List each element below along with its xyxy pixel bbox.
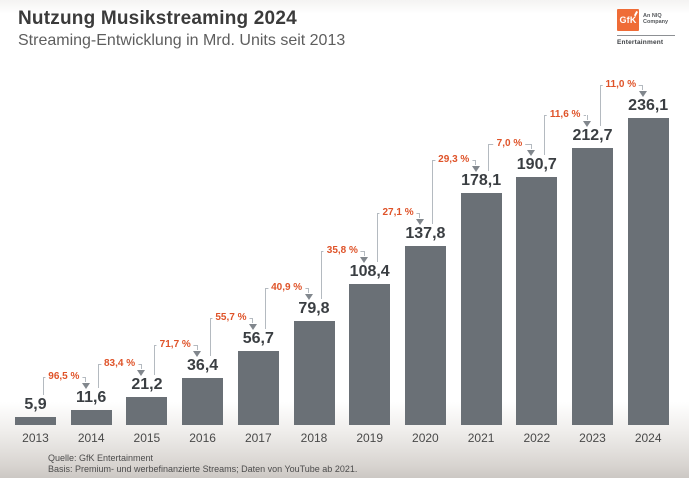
x-axis-year-label: 2018 [300,431,328,445]
connector-vertical [265,288,267,330]
x-axis-year-label: 2021 [467,431,495,445]
connector-stem [642,85,644,91]
gfk-logo-row: GfK An NIQ Company [617,9,679,31]
connector-vertical [432,160,434,224]
arrow-down-icon [415,218,424,225]
bar-value-label: 236,1 [628,97,669,115]
connector-vertical [376,212,378,263]
arrow-down-icon [193,350,202,357]
bar-value-label: 108,4 [349,263,390,281]
x-axis-year-label: 2016 [189,431,216,445]
growth-percent-label: 40,9 % [268,282,306,295]
bar-value-label: 212,7 [572,127,613,145]
bar [349,284,391,425]
bar-value-label: 36,4 [187,356,219,374]
bar [237,351,279,425]
growth-percent-label: 35,8 % [323,245,361,258]
bar-value-label: 56,7 [242,330,274,348]
x-axis-year-label: 2024 [634,431,662,445]
connector-stem [586,115,588,121]
connector-stem [252,318,254,324]
arrow-down-icon [81,382,90,389]
basis-line: Basis: Premium- und werbefinanzierte Str… [48,464,358,474]
connector-vertical [599,85,601,127]
connector-vertical [42,376,44,396]
connector-vertical [153,344,155,376]
footer: Quelle: GfK Entertainment Basis: Premium… [48,453,357,475]
page-subtitle: Streaming-Entwicklung in Mrd. Units seit… [18,32,346,49]
arrow-down-icon [360,257,369,264]
bar-value-label: 11,6 [76,388,107,406]
growth-percent-label: 11,6 % [546,109,584,122]
connector-stem [85,376,87,382]
bar-value-label: 137,8 [405,224,446,242]
bar-value-label: 5,9 [24,396,47,414]
connector-vertical [321,251,322,300]
connector-vertical [488,144,490,172]
arrow-down-icon [583,121,591,128]
connector-vertical [543,115,545,156]
header: Nutzung Musikstreaming 2024 Streaming-En… [18,8,345,50]
bar [572,148,613,425]
gfk-logo-text: GfK [619,15,637,25]
growth-percent-label: 7,0 % [493,138,526,151]
connector-stem [308,288,309,294]
growth-percent-label: 83,4 % [100,358,139,371]
gfk-logo: GfK An NIQ Company Entertainment [617,9,679,46]
logo-tagline: An NIQ Company [643,13,669,25]
x-axis-year-label: 2022 [523,431,551,445]
bar [460,193,502,425]
bar [293,321,335,425]
connector-vertical [98,364,100,388]
arrow-down-icon [638,91,647,98]
connector-stem [475,160,477,166]
bar [70,409,112,425]
connector-vertical [209,318,211,356]
arrow-down-icon [471,166,480,173]
growth-percent-label: 29,3 % [435,154,473,167]
bar [516,177,558,425]
connector-stem [363,251,365,257]
connector-stem [196,344,198,350]
arrow-down-icon [137,370,146,377]
growth-percent-label: 96,5 % [45,370,83,383]
x-axis-year-label: 2020 [412,431,439,445]
x-axis-year-label: 2015 [133,431,161,445]
gfk-logo-mark: GfK [617,9,639,31]
logo-divider [617,35,675,36]
x-axis-year-label: 2023 [579,431,606,445]
logo-division-label: Entertainment [617,39,664,46]
growth-percent-label: 55,7 % [212,312,250,325]
arrow-down-icon [304,294,313,301]
source-line: Quelle: GfK Entertainment [48,453,154,463]
growth-percent-label: 27,1 % [379,206,417,219]
bar [627,118,669,425]
bar [15,417,56,425]
bar [404,245,446,425]
bar-value-label: 79,8 [298,300,330,318]
page-title: Nutzung Musikstreaming 2024 [18,8,297,29]
arrow-down-icon [248,324,257,331]
x-axis-year-label: 2017 [244,431,272,445]
connector-stem [140,364,142,370]
x-axis-year-label: 2019 [356,431,384,445]
bar-value-label: 21,2 [131,376,163,394]
bar-value-label: 178,1 [461,172,502,190]
bar [126,397,168,425]
arrow-down-icon [527,150,536,157]
growth-percent-label: 71,7 % [156,338,194,351]
x-axis-year-label: 2014 [77,431,105,445]
connector-stem [530,144,532,150]
bar-value-label: 190,7 [516,156,557,174]
x-axis-year-label: 2013 [22,431,49,445]
growth-percent-label: 11,0 % [602,79,640,92]
bar [182,377,224,425]
connector-stem [419,212,421,218]
